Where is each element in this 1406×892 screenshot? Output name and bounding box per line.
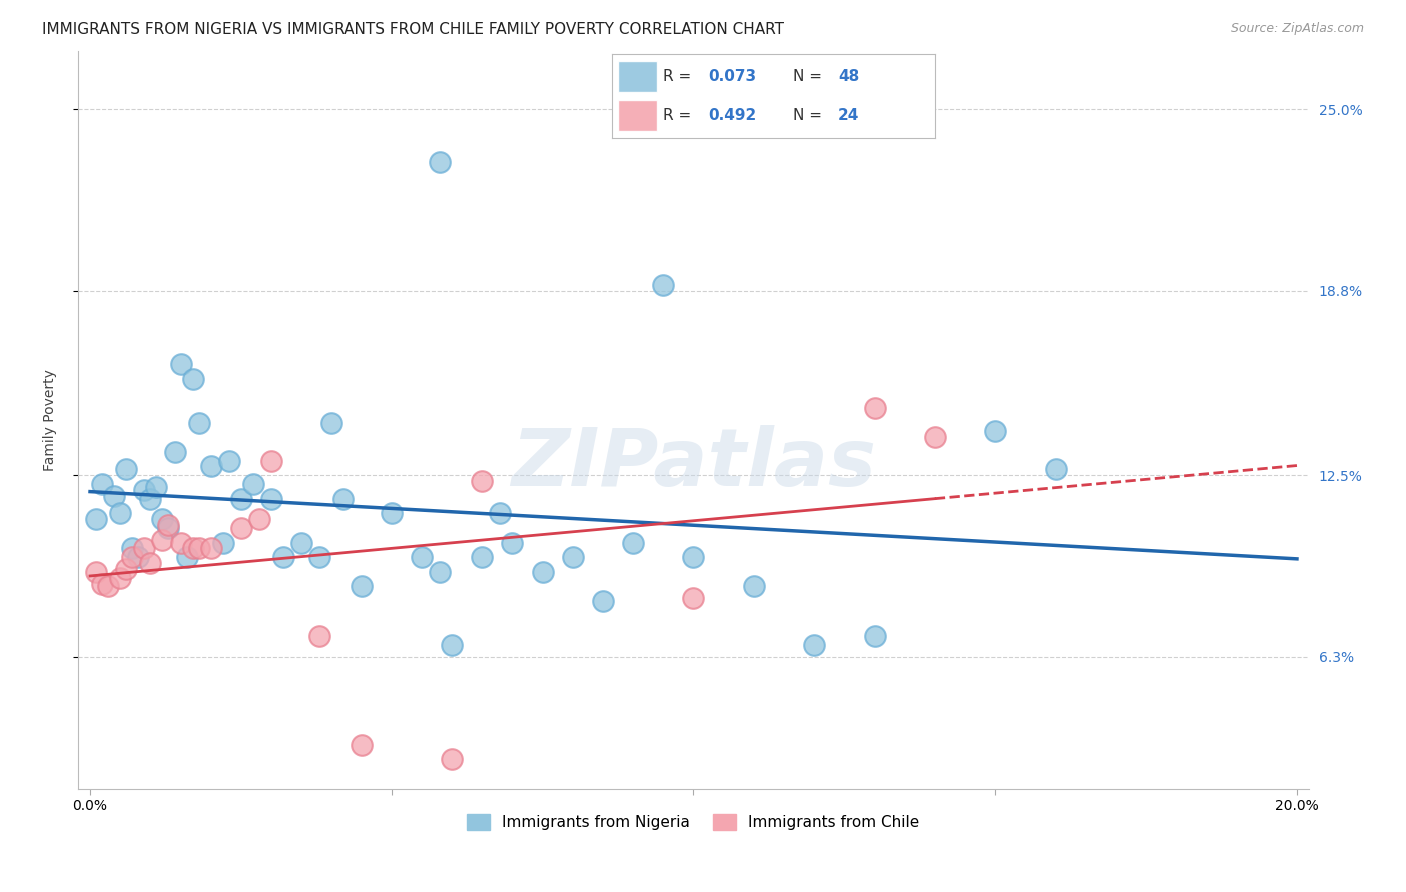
Text: R =: R =	[664, 69, 696, 84]
Point	[1045, 462, 1067, 476]
Point	[108, 571, 131, 585]
Point	[242, 477, 264, 491]
Point	[260, 453, 283, 467]
Point	[471, 550, 494, 565]
FancyBboxPatch shape	[619, 62, 657, 92]
Point	[145, 480, 167, 494]
Point	[157, 518, 180, 533]
Point	[652, 277, 675, 292]
Point	[121, 541, 143, 556]
Point	[200, 541, 222, 556]
Point	[97, 580, 120, 594]
Point	[531, 565, 554, 579]
Point	[121, 550, 143, 565]
Point	[247, 512, 270, 526]
Point	[134, 541, 156, 556]
Legend: Immigrants from Nigeria, Immigrants from Chile: Immigrants from Nigeria, Immigrants from…	[461, 808, 925, 836]
Text: 0.492: 0.492	[709, 108, 756, 123]
FancyBboxPatch shape	[619, 100, 657, 130]
Point	[350, 738, 373, 752]
Point	[429, 155, 451, 169]
Point	[229, 521, 252, 535]
Text: 48: 48	[838, 69, 859, 84]
Point	[381, 506, 404, 520]
Point	[200, 459, 222, 474]
Point	[441, 752, 464, 766]
Point	[152, 512, 174, 526]
Point	[127, 550, 149, 565]
Point	[176, 550, 198, 565]
Point	[411, 550, 433, 565]
Point	[924, 430, 946, 444]
Point	[561, 550, 583, 565]
Point	[803, 638, 825, 652]
Text: R =: R =	[664, 108, 696, 123]
Point	[218, 453, 240, 467]
Point	[169, 357, 191, 371]
Point	[863, 401, 886, 415]
Point	[84, 512, 107, 526]
Point	[984, 425, 1007, 439]
Point	[308, 550, 330, 565]
Point	[260, 491, 283, 506]
Point	[108, 506, 131, 520]
Text: IMMIGRANTS FROM NIGERIA VS IMMIGRANTS FROM CHILE FAMILY POVERTY CORRELATION CHAR: IMMIGRANTS FROM NIGERIA VS IMMIGRANTS FR…	[42, 22, 785, 37]
Point	[211, 535, 233, 549]
Point	[290, 535, 312, 549]
Text: 24: 24	[838, 108, 859, 123]
Point	[163, 445, 186, 459]
Point	[271, 550, 294, 565]
Point	[115, 562, 138, 576]
Point	[863, 629, 886, 643]
Point	[350, 580, 373, 594]
Point	[742, 580, 765, 594]
Text: Source: ZipAtlas.com: Source: ZipAtlas.com	[1230, 22, 1364, 36]
Point	[501, 535, 523, 549]
Point	[134, 483, 156, 497]
Point	[187, 416, 209, 430]
Point	[471, 474, 494, 488]
Text: N =: N =	[793, 108, 827, 123]
Point	[139, 556, 162, 570]
Point	[84, 565, 107, 579]
Point	[308, 629, 330, 643]
Point	[489, 506, 512, 520]
Point	[181, 371, 204, 385]
Point	[441, 638, 464, 652]
Point	[321, 416, 343, 430]
Point	[152, 533, 174, 547]
Point	[621, 535, 644, 549]
Point	[187, 541, 209, 556]
Point	[91, 477, 114, 491]
Point	[332, 491, 354, 506]
Point	[169, 535, 191, 549]
Text: 0.073: 0.073	[709, 69, 756, 84]
Point	[139, 491, 162, 506]
Point	[103, 489, 125, 503]
Text: N =: N =	[793, 69, 827, 84]
Point	[682, 550, 704, 565]
Point	[157, 521, 180, 535]
Point	[229, 491, 252, 506]
Y-axis label: Family Poverty: Family Poverty	[44, 368, 58, 471]
Text: ZIPatlas: ZIPatlas	[510, 425, 876, 503]
Point	[115, 462, 138, 476]
Point	[592, 594, 614, 608]
Point	[181, 541, 204, 556]
Point	[91, 576, 114, 591]
Point	[429, 565, 451, 579]
Point	[682, 591, 704, 606]
